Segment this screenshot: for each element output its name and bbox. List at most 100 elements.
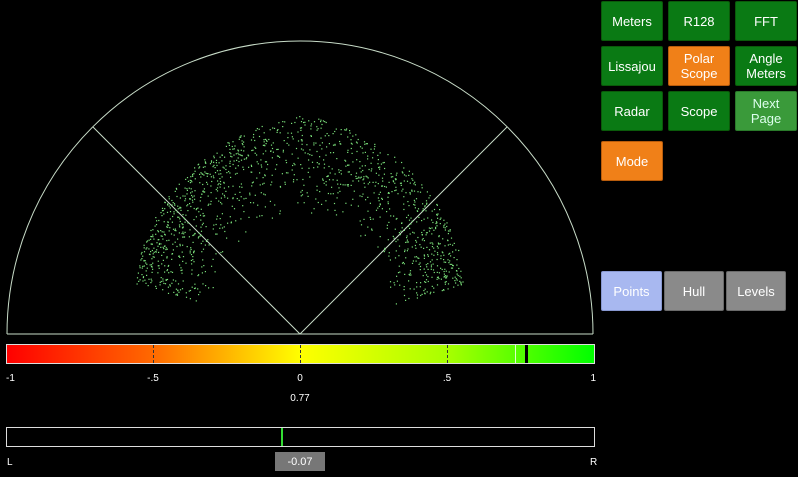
points-button[interactable]: Points xyxy=(601,271,662,311)
scope-point xyxy=(382,162,384,164)
scope-point xyxy=(214,167,216,169)
levels-button[interactable]: Levels xyxy=(726,271,786,311)
scope-point xyxy=(169,285,171,287)
scope-point xyxy=(412,173,414,175)
fft-button-label: FFT xyxy=(754,13,778,29)
scope-point xyxy=(210,192,212,194)
scope-point xyxy=(372,181,374,183)
mode-button[interactable]: Mode xyxy=(601,141,663,181)
scope-point xyxy=(215,188,217,191)
scope-point xyxy=(237,150,240,152)
scope-point xyxy=(162,209,164,212)
scope-point xyxy=(357,177,359,179)
scope-point xyxy=(240,183,242,185)
scope-point xyxy=(217,184,219,186)
scope-point xyxy=(197,237,199,239)
scope-point xyxy=(386,224,388,226)
scope-point xyxy=(213,161,215,163)
next-page-button-label-line2: Page xyxy=(750,111,782,126)
meters-button[interactable]: Meters xyxy=(601,1,663,41)
scope-point xyxy=(460,277,462,279)
scope-point xyxy=(243,211,245,213)
scope-point xyxy=(179,206,181,208)
balance-value-readout: -0.07 xyxy=(275,452,325,471)
scope-point xyxy=(417,191,419,193)
scope-point xyxy=(407,248,409,250)
scope-point xyxy=(153,247,155,249)
scope-point xyxy=(325,121,327,124)
scope-point xyxy=(216,233,218,235)
scope-point xyxy=(444,283,446,285)
scope-point xyxy=(404,250,406,253)
r128-button[interactable]: R128 xyxy=(668,1,730,41)
scope-point xyxy=(419,262,421,264)
scope-button[interactable]: Scope xyxy=(668,91,730,131)
scope-point xyxy=(395,250,397,252)
scope-point xyxy=(413,199,415,201)
scope-point xyxy=(287,137,289,139)
scope-point xyxy=(365,143,367,145)
scope-point xyxy=(357,138,359,141)
scope-point xyxy=(366,176,368,178)
scope-point xyxy=(181,288,184,290)
hull-button[interactable]: Hull xyxy=(664,271,724,311)
scope-point xyxy=(392,176,394,178)
scope-point xyxy=(257,204,259,206)
scope-point xyxy=(359,195,361,197)
scope-point xyxy=(164,208,166,210)
scope-point xyxy=(213,164,215,166)
scope-point xyxy=(360,224,363,226)
scope-point xyxy=(199,235,201,237)
scope-point xyxy=(456,259,458,261)
scope-point xyxy=(231,205,233,207)
scope-point xyxy=(452,244,454,246)
scope-point xyxy=(192,201,194,203)
scope-point xyxy=(198,211,200,213)
scope-point xyxy=(300,139,302,141)
scope-point xyxy=(334,143,336,145)
scope-point xyxy=(368,168,370,171)
scope-point xyxy=(436,213,438,215)
polar-scope-button[interactable]: Polar Scope xyxy=(668,46,730,86)
scope-point xyxy=(189,289,192,292)
scope-point xyxy=(168,264,170,267)
scope-point xyxy=(385,186,387,188)
scope-point xyxy=(180,207,182,209)
scope-point xyxy=(192,196,194,198)
scope-point xyxy=(161,263,163,265)
scope-point xyxy=(212,166,214,168)
scope-point xyxy=(164,201,166,203)
scope-point xyxy=(442,238,444,240)
fft-button[interactable]: FFT xyxy=(735,1,797,41)
next-page-button[interactable]: Next Page xyxy=(735,91,797,131)
scope-point xyxy=(413,203,415,206)
scope-point xyxy=(229,162,231,164)
scope-point xyxy=(228,142,230,144)
scope-point xyxy=(198,274,200,276)
scope-point xyxy=(147,285,149,287)
scope-point xyxy=(441,268,443,271)
scope-point xyxy=(199,173,201,175)
scope-point xyxy=(347,151,349,153)
scope-point xyxy=(397,272,400,274)
scope-point xyxy=(403,229,405,231)
scope-point xyxy=(307,195,309,197)
radar-button[interactable]: Radar xyxy=(601,91,663,131)
scope-point xyxy=(282,149,284,151)
scope-point xyxy=(201,193,203,195)
scope-point xyxy=(269,129,271,131)
lissajou-button[interactable]: Lissajou xyxy=(601,46,663,86)
scope-point xyxy=(176,245,178,248)
scope-point xyxy=(445,281,447,283)
scope-point xyxy=(436,204,438,206)
scope-point xyxy=(225,165,227,167)
scope-point xyxy=(203,174,205,176)
scope-point xyxy=(290,132,293,134)
scope-point xyxy=(142,265,144,267)
scope-point xyxy=(232,141,234,143)
scope-point xyxy=(386,227,388,229)
correlation-value-marker xyxy=(525,345,529,363)
angle-meters-button[interactable]: Angle Meters xyxy=(735,46,797,86)
scope-point xyxy=(369,181,371,183)
scope-point xyxy=(428,227,430,229)
